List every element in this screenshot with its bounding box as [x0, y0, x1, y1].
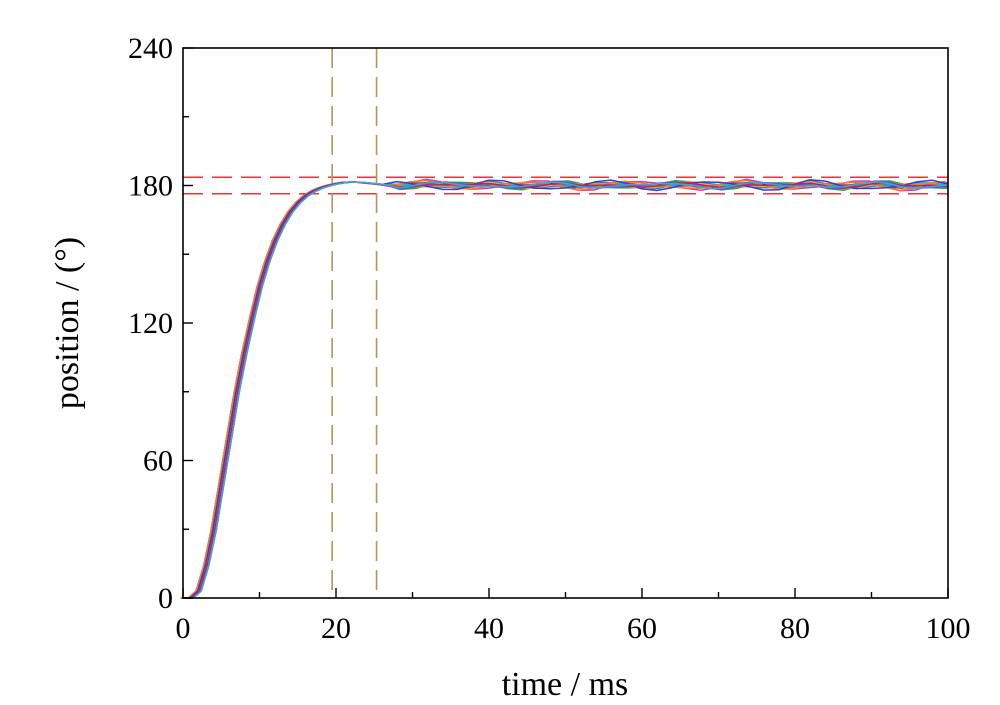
series-line	[182, 181, 948, 599]
x-axis-title: time / ms	[502, 666, 629, 703]
series-line	[180, 181, 946, 599]
y-tick-label: 180	[128, 170, 173, 203]
x-tick-label: 40	[474, 612, 504, 645]
series-line	[180, 178, 946, 599]
x-tick-label: 20	[321, 612, 351, 645]
x-tick-label: 100	[926, 612, 971, 645]
series-line	[185, 180, 949, 599]
traces	[180, 178, 949, 599]
x-tick-label: 60	[627, 612, 657, 645]
tick-labels: 0 20 40 60 80 100 0 60 120 180 240	[128, 32, 971, 645]
series-line	[184, 181, 949, 599]
y-axis-title: position / (°)	[49, 237, 86, 409]
series-line	[185, 180, 949, 599]
series-line	[182, 178, 948, 599]
x-tick-label: 0	[176, 612, 191, 645]
series-line	[180, 179, 946, 599]
ticks	[182, 47, 949, 599]
y-tick-label: 120	[128, 307, 173, 340]
series-line	[182, 181, 948, 599]
series-line	[184, 179, 949, 599]
x-tick-label: 80	[780, 612, 810, 645]
series-line	[184, 181, 949, 599]
series-line	[185, 181, 949, 599]
y-tick-label: 0	[158, 582, 173, 615]
y-tick-label: 60	[143, 445, 173, 478]
y-tick-label: 240	[128, 32, 173, 65]
reference-lines	[183, 48, 948, 598]
plot-frame	[182, 47, 949, 599]
